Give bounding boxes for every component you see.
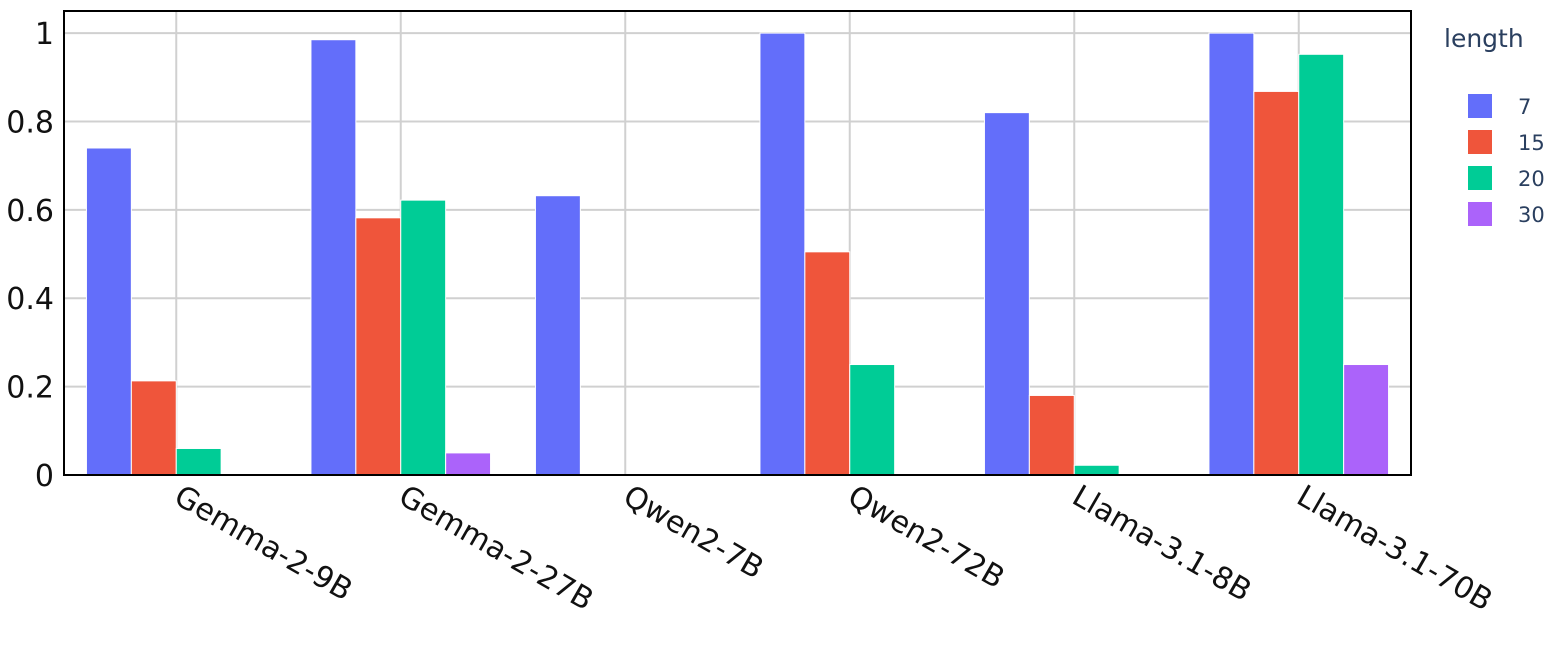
bar-Gemma-2-9B-length-7 bbox=[85, 147, 132, 476]
bar-Gemma-2-27B-length-15 bbox=[355, 217, 402, 476]
bar-Gemma-2-9B-length-15 bbox=[130, 380, 177, 476]
plot-frame bbox=[63, 10, 1412, 476]
y-tick-label: 0.6 bbox=[6, 194, 54, 229]
y-tick-label: 0.2 bbox=[6, 371, 54, 406]
bar-Llama-3.1-8B-length-20 bbox=[1073, 464, 1120, 476]
x-tick-label: Gemma-2-9B bbox=[168, 479, 358, 609]
legend-swatch bbox=[1468, 166, 1492, 190]
bar-Llama-3.1-8B-length-15 bbox=[1028, 394, 1075, 476]
bar-Llama-3.1-70B-length-30 bbox=[1343, 364, 1390, 476]
bar-Llama-3.1-70B-length-20 bbox=[1298, 53, 1345, 476]
x-tick-label: Llama-3.1-8B bbox=[1066, 479, 1257, 609]
y-tick-label: 0.8 bbox=[6, 105, 54, 140]
x-axis-ticks: Gemma-2-9B Gemma-2-27B Qwen2-7B Qwen2-72B Ll… bbox=[168, 479, 1498, 619]
x-tick-label: Llama-3.1-70B bbox=[1291, 479, 1498, 619]
x-tick-label: Qwen2-72B bbox=[842, 479, 1010, 596]
bar-Llama-3.1-70B-length-15 bbox=[1253, 90, 1300, 476]
y-tick-label: 0.4 bbox=[6, 282, 54, 317]
bar-Gemma-2-9B-length-20 bbox=[175, 447, 222, 476]
x-tick-label: Qwen2-7B bbox=[617, 479, 769, 587]
legend-title: length bbox=[1444, 24, 1524, 53]
y-tick-label: 1 bbox=[35, 17, 54, 52]
legend-label: 30 bbox=[1518, 203, 1545, 227]
legend-label: 20 bbox=[1518, 167, 1545, 191]
bar-Gemma-2-27B-length-7 bbox=[310, 39, 357, 476]
y-tick-label: 0 bbox=[35, 459, 54, 494]
bar-Qwen2-7B-length-7 bbox=[534, 195, 581, 476]
bar-Qwen2-72B-length-7 bbox=[759, 32, 806, 476]
legend-label: 7 bbox=[1518, 95, 1531, 119]
bar-Qwen2-72B-length-15 bbox=[804, 251, 851, 476]
bar-Gemma-2-27B-length-30 bbox=[445, 452, 492, 476]
bar-Llama-3.1-70B-length-7 bbox=[1208, 32, 1255, 476]
y-axis-ticks: 0 0.2 0.4 0.6 0.8 1 bbox=[6, 17, 54, 494]
legend-swatch bbox=[1468, 94, 1492, 118]
legend-swatch bbox=[1468, 130, 1492, 154]
legend-swatch bbox=[1468, 202, 1492, 226]
bar-Llama-3.1-8B-length-7 bbox=[983, 112, 1030, 476]
bars bbox=[85, 32, 1390, 476]
legend-label: 15 bbox=[1518, 131, 1545, 155]
bar-Gemma-2-27B-length-20 bbox=[400, 199, 447, 476]
bar-Qwen2-72B-length-20 bbox=[849, 364, 896, 476]
x-tick-label: Gemma-2-27B bbox=[393, 479, 599, 618]
legend: length 7 15 20 30 bbox=[1444, 24, 1545, 227]
